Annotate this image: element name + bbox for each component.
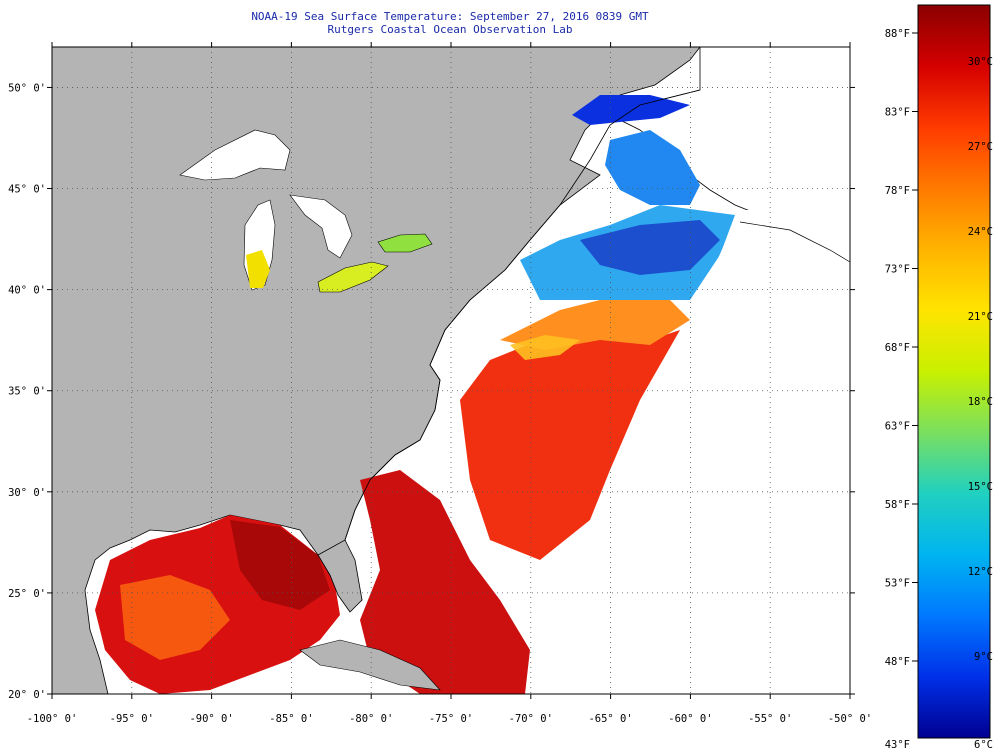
lake-superior xyxy=(179,129,291,181)
florida-land xyxy=(317,539,363,613)
lon-label: -55° 0' xyxy=(748,713,792,725)
lake-huron xyxy=(289,194,353,259)
fahrenheit-label: 68°F xyxy=(885,342,910,354)
st-lawrence-estuary-sst xyxy=(572,95,690,125)
celsius-label: 30°C xyxy=(968,56,993,68)
east-coast-outline xyxy=(344,89,701,541)
lake-ontario xyxy=(377,233,433,253)
shelf-sst-blue xyxy=(580,220,720,275)
celsius-label: 15°C xyxy=(968,481,993,493)
swath-no-data xyxy=(525,210,850,694)
lake-michigan-sst xyxy=(246,250,270,288)
cuba-land xyxy=(299,639,441,691)
lon-label: -95° 0' xyxy=(110,713,154,725)
fahrenheit-label: 58°F xyxy=(885,499,910,511)
celsius-label: 6°C xyxy=(974,739,993,751)
lat-label: 35° 0' xyxy=(8,386,46,398)
lon-label: -100° 0' xyxy=(27,713,78,725)
celsius-label: 12°C xyxy=(968,566,993,578)
graticule xyxy=(52,47,850,694)
lat-label: 45° 0' xyxy=(8,184,46,196)
lon-label: -75° 0' xyxy=(429,713,473,725)
atlantic-sst-yellow xyxy=(510,335,580,360)
lon-label: -70° 0' xyxy=(509,713,553,725)
lon-label: -65° 0' xyxy=(588,713,632,725)
lake-erie xyxy=(317,261,389,293)
gulf-sst-orange xyxy=(120,575,230,660)
coastal-shelf-outline xyxy=(739,221,850,263)
lat-label: 40° 0' xyxy=(8,285,46,297)
lat-label: 30° 0' xyxy=(8,487,46,499)
celsius-label: 9°C xyxy=(974,651,993,663)
fahrenheit-label: 53°F xyxy=(885,578,910,590)
celsius-label: 21°C xyxy=(968,311,993,323)
lon-label: -90° 0' xyxy=(189,713,233,725)
lon-label: -80° 0' xyxy=(349,713,393,725)
celsius-label: 24°C xyxy=(968,226,993,238)
lat-label: 25° 0' xyxy=(8,588,46,600)
map-subtitle: Rutgers Coastal Ocean Observation Lab xyxy=(327,23,573,36)
fahrenheit-label: 78°F xyxy=(885,185,910,197)
fahrenheit-label: 63°F xyxy=(885,421,910,433)
lon-label: -60° 0' xyxy=(668,713,712,725)
celsius-label: 18°C xyxy=(968,396,993,408)
gulf-sst-dark xyxy=(230,520,330,610)
caribbean-sst-red xyxy=(360,470,530,694)
lon-label: -50° 0' xyxy=(828,713,872,725)
fahrenheit-label: 48°F xyxy=(885,656,910,668)
fahrenheit-label: 73°F xyxy=(885,264,910,276)
fahrenheit-label: 88°F xyxy=(885,28,910,40)
lat-label: 50° 0' xyxy=(8,82,46,94)
celsius-label: 27°C xyxy=(968,141,993,153)
map-title: NOAA-19 Sea Surface Temperature: Septemb… xyxy=(251,10,649,23)
fahrenheit-label: 83°F xyxy=(885,107,910,119)
lat-label: 20° 0' xyxy=(8,689,46,701)
atlantic-sst-red xyxy=(460,330,680,560)
gulf-st-lawrence-sst xyxy=(605,130,700,205)
axis-ticks xyxy=(47,42,855,699)
lon-label: -85° 0' xyxy=(269,713,313,725)
colorbar xyxy=(917,4,991,739)
fahrenheit-label: 43°F xyxy=(885,739,910,751)
